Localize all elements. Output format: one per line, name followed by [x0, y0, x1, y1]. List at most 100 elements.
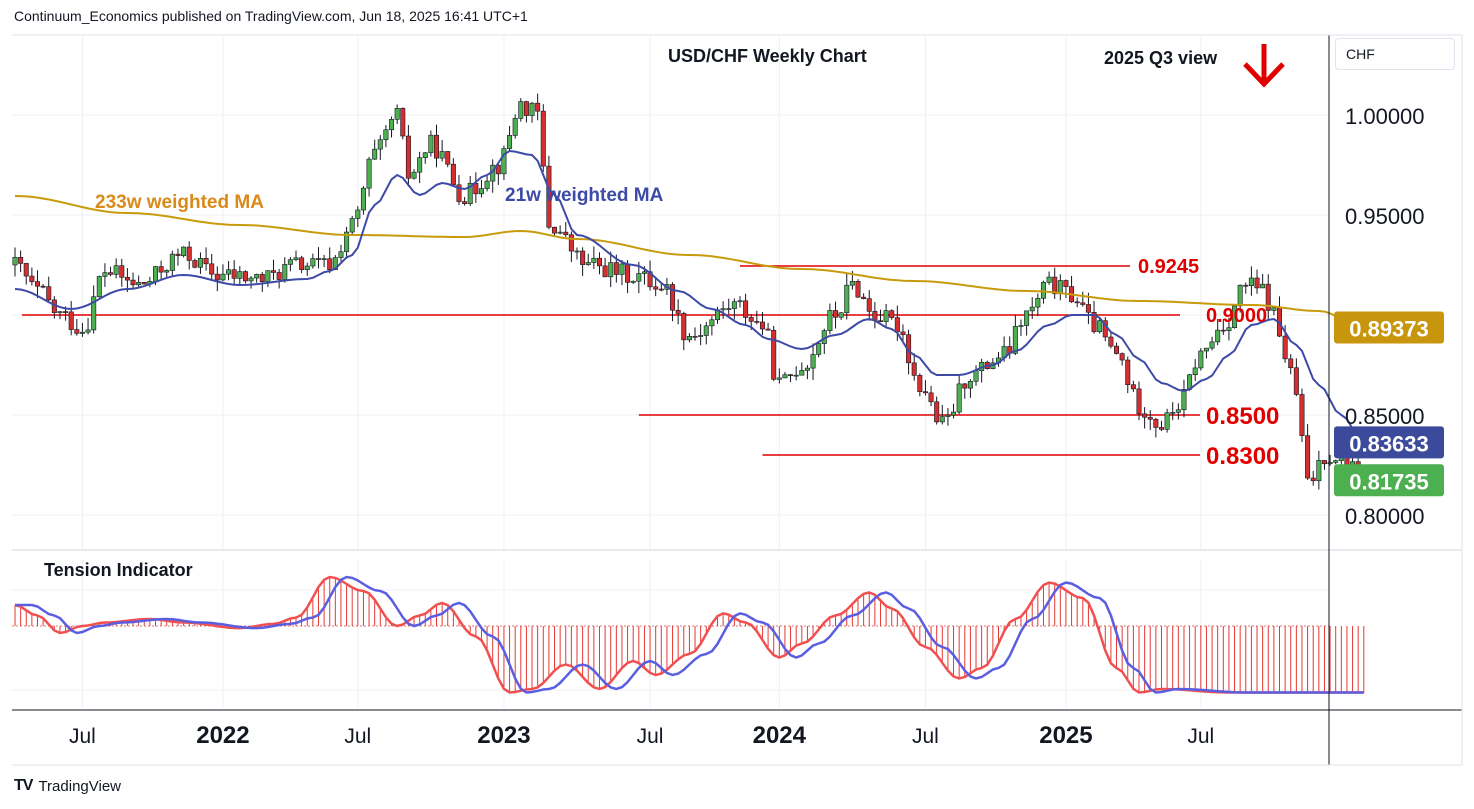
candle-body: [1316, 460, 1322, 482]
candle-body: [473, 182, 479, 195]
candle-body: [231, 269, 237, 279]
price-badge-0: [1334, 311, 1444, 344]
level-label-0.8300: 0.8300: [1206, 443, 1279, 470]
candle-body: [433, 134, 439, 159]
candle-body: [293, 257, 299, 261]
candle-body: [124, 276, 130, 281]
candle-body: [1248, 277, 1254, 286]
candle-body: [619, 263, 625, 275]
candle-body: [321, 258, 327, 260]
candle-body: [1265, 283, 1271, 311]
candle-body: [349, 218, 355, 233]
attribution-header: Continuum_Economics published on Trading…: [14, 8, 528, 24]
candle-body: [85, 329, 91, 333]
candle-body: [692, 336, 698, 338]
candle-body: [389, 119, 395, 131]
candle-body: [973, 370, 979, 382]
axes: 1.00000 0.95000 0.85000 0.80000 Jul 2022 Jul 20…: [12, 34, 1463, 766]
candle-body: [759, 321, 765, 330]
price-badge-label: 0.83633: [1349, 431, 1429, 456]
levels-layer: [22, 265, 1200, 456]
candle-body: [1125, 359, 1131, 386]
candle-body: [186, 246, 192, 261]
x-tick-label: Jul: [69, 725, 96, 748]
candle-body: [922, 391, 928, 394]
tradingview-logo-icon: TV: [14, 777, 33, 794]
candle-body: [394, 108, 400, 120]
candle-body: [1114, 345, 1120, 354]
candle-body: [670, 284, 676, 311]
candle-body: [877, 320, 883, 322]
candle-body: [1097, 320, 1103, 333]
candle-body: [1035, 298, 1041, 308]
price-badge-label: 0.81735: [1349, 469, 1429, 494]
candle-body: [57, 311, 63, 313]
candle-body: [630, 280, 636, 283]
price-badge-1: [1334, 426, 1444, 459]
level-label-0.8500: 0.8500: [1206, 403, 1279, 430]
candle-body: [788, 374, 794, 377]
candle-body: [119, 265, 125, 278]
candle-body: [928, 392, 934, 403]
candle-body: [484, 180, 490, 189]
candle-body: [900, 331, 906, 336]
candle-body: [495, 164, 501, 175]
candle-body: [507, 135, 513, 149]
candle-body: [956, 383, 962, 413]
candle-body: [355, 209, 361, 219]
candle-body: [203, 258, 209, 265]
candle-body: [675, 309, 681, 314]
candle-body: [720, 308, 726, 311]
candle-body: [754, 321, 760, 323]
candle-body: [580, 250, 586, 265]
candle-body: [242, 271, 248, 282]
candle-body: [743, 300, 749, 318]
candle-body: [79, 331, 85, 334]
candle-body: [1282, 335, 1288, 360]
ma-21w-line: [14, 149, 1365, 444]
candle-body: [1164, 412, 1170, 430]
candle-body: [1108, 336, 1114, 347]
x-tick-label: 2025: [1039, 722, 1092, 749]
candle-body: [282, 264, 288, 280]
candle-body: [1288, 358, 1294, 369]
candle-body: [271, 270, 277, 273]
tension-indicator: [14, 575, 1365, 694]
candle-body: [838, 312, 844, 318]
candle-body: [462, 201, 468, 204]
candle-body: [164, 270, 170, 273]
candle-body: [810, 354, 816, 369]
tradingview-text: TradingView: [38, 777, 121, 795]
candle-body: [1136, 388, 1142, 415]
candle-body: [141, 282, 147, 285]
candle-body: [68, 311, 74, 330]
candle-body: [1220, 329, 1226, 332]
x-tick-label: Jul: [637, 725, 664, 748]
candle-body: [1029, 306, 1035, 312]
candle-body: [12, 256, 18, 266]
candle-body: [1181, 389, 1187, 411]
tradingview-footer[interactable]: TV TradingView: [14, 777, 121, 795]
chart-title: USD/CHF Weekly Chart: [668, 46, 867, 66]
candle-body: [585, 262, 591, 265]
candle-body: [456, 184, 462, 202]
candle-body: [91, 296, 97, 331]
candle-body: [1018, 325, 1024, 327]
candle-body: [557, 231, 563, 234]
candle-body: [1175, 409, 1181, 413]
candle-body: [636, 273, 642, 282]
candle-body: [866, 298, 872, 312]
candle-body: [535, 102, 541, 112]
candle-body: [192, 260, 198, 268]
candle-body: [226, 269, 232, 275]
candle-body: [428, 134, 434, 154]
candle-body: [18, 256, 24, 264]
candle-body: [327, 258, 333, 270]
candle-body: [248, 277, 254, 282]
candle-body: [967, 380, 973, 389]
candle-body: [1091, 312, 1097, 333]
candle-body: [383, 129, 389, 140]
candle-body: [23, 263, 29, 277]
candle-body: [153, 266, 159, 282]
currency-button[interactable]: CHF: [1335, 38, 1455, 70]
